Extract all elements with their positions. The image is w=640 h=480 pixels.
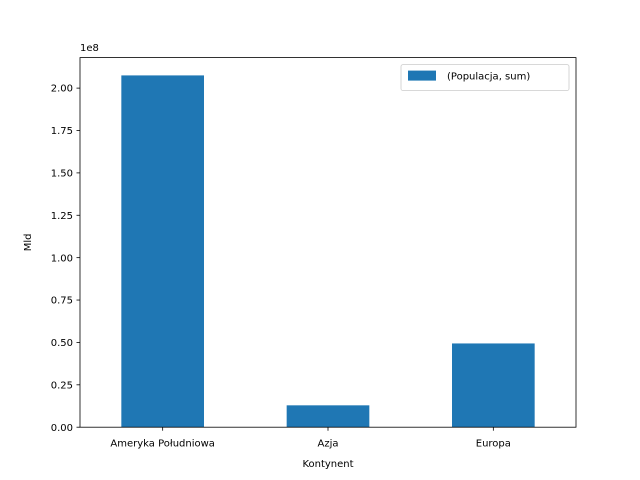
bar-1 bbox=[286, 405, 370, 428]
y-axis-label: Mld bbox=[23, 234, 34, 252]
y-tick-label-6: 1.50 bbox=[51, 168, 73, 179]
legend: (Populacja, sum) bbox=[400, 64, 570, 91]
plot-frame bbox=[79, 57, 577, 428]
y-tick-label-5: 1.25 bbox=[51, 211, 73, 222]
bar-2 bbox=[452, 343, 535, 428]
x-axis-label: Kontynent bbox=[302, 459, 353, 470]
y-tick-label-3: 0.75 bbox=[51, 296, 73, 307]
y-tick-label-0: 0.00 bbox=[51, 423, 73, 434]
y-tick-label-8: 2.00 bbox=[51, 84, 73, 95]
legend-swatch bbox=[408, 70, 436, 81]
bars-group bbox=[121, 75, 535, 428]
legend-label: (Populacja, sum) bbox=[447, 72, 530, 83]
x-tick-label-2: Europa bbox=[476, 439, 511, 450]
y-tick-label-1: 0.25 bbox=[51, 380, 73, 391]
y-tick-label-7: 1.75 bbox=[51, 126, 73, 137]
y-axis-ticks: 0.00 0.25 0.50 0.75 1.00 1.25 1.50 1.75 2.00 bbox=[51, 84, 80, 434]
y-tick-label-2: 0.50 bbox=[51, 338, 73, 349]
x-tick-label-0: Ameryka Południowa bbox=[110, 439, 215, 450]
y-offset-text: 1e8 bbox=[80, 43, 99, 54]
x-tick-label-1: Azja bbox=[318, 439, 339, 450]
legend-box bbox=[400, 64, 570, 91]
y-tick-label-4: 1.00 bbox=[51, 253, 73, 264]
x-axis-ticks: Ameryka Południowa Azja Europa bbox=[110, 427, 511, 450]
bar-0 bbox=[121, 75, 204, 428]
